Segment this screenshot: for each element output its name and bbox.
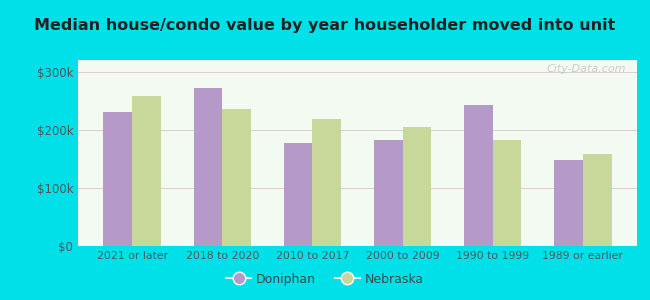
Bar: [493, 140, 521, 246]
Bar: [132, 96, 161, 246]
Bar: [374, 140, 402, 246]
Bar: [283, 142, 313, 246]
Bar: [313, 119, 341, 246]
Text: City-Data.com: City-Data.com: [546, 64, 626, 74]
Text: Median house/condo value by year householder moved into unit: Median house/condo value by year househo…: [34, 18, 616, 33]
Bar: [402, 127, 432, 246]
Bar: [222, 110, 251, 246]
Legend: Doniphan, Nebraska: Doniphan, Nebraska: [221, 268, 429, 291]
Bar: [554, 160, 583, 246]
Bar: [583, 154, 612, 246]
Bar: [464, 105, 493, 246]
Bar: [103, 112, 132, 246]
Bar: [194, 88, 222, 246]
